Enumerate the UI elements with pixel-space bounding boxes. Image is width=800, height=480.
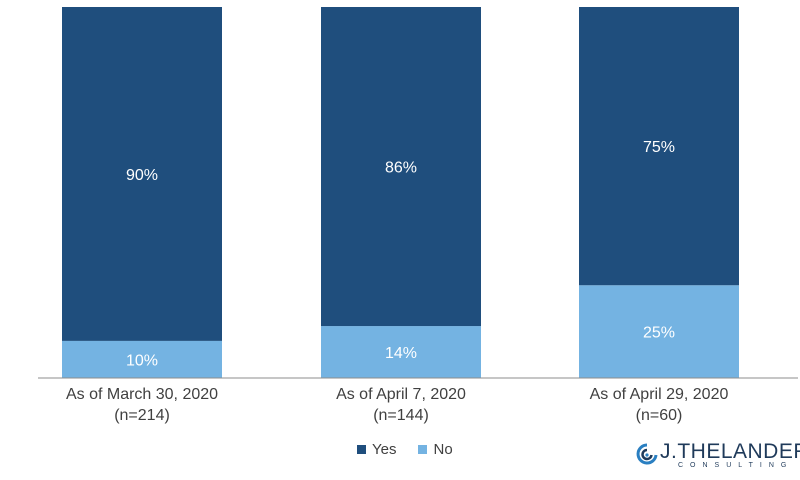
data-label-no-3: 25% [643, 325, 675, 342]
bar-yes-3 [579, 7, 739, 286]
bar-yes-2 [321, 7, 481, 327]
legend-swatch-no [418, 445, 428, 454]
stacked-bar-chart: 10% 90% 14% 86% 25% 75% As of March 30, 2020 (… [38, 7, 798, 424]
logo-text: J.THELANDER [660, 440, 800, 463]
category-label-2-line-2: (n=144) [373, 407, 429, 424]
legend-swatch-yes [357, 445, 366, 454]
data-label-yes-1: 90% [126, 167, 158, 184]
legend-item-yes: Yes [357, 441, 396, 458]
category-label-1-line-2: (n=214) [114, 407, 170, 424]
legend: Yes No [357, 441, 453, 458]
bar-no-3 [579, 285, 739, 378]
category-label-2-line-1: As of April 7, 2020 [336, 386, 466, 403]
data-label-yes-2: 86% [385, 160, 417, 177]
bar-no-2 [321, 326, 481, 378]
category-label-3-line-1: As of April 29, 2020 [590, 386, 729, 403]
bars-group: 10% 90% 14% 86% 25% 75% [62, 7, 739, 378]
legend-item-no: No [418, 441, 453, 458]
logo-subtext: CONSULTING [678, 462, 794, 469]
category-label-3-line-2: (n=60) [636, 407, 683, 424]
data-label-yes-3: 75% [643, 139, 675, 156]
company-logo: J.THELANDER CONSULTING [636, 440, 800, 476]
legend-label-no: No [433, 441, 453, 458]
bar-no-1 [62, 340, 222, 378]
category-label-1-line-1: As of March 30, 2020 [66, 386, 218, 403]
data-label-no-2: 14% [385, 345, 417, 362]
data-label-no-1: 10% [126, 352, 158, 369]
legend-label-yes: Yes [372, 441, 397, 458]
bar-yes-1 [62, 7, 222, 341]
logo-swirl-icon [636, 443, 658, 465]
category-labels: As of March 30, 2020 (n=214) As of April 7… [66, 386, 729, 424]
